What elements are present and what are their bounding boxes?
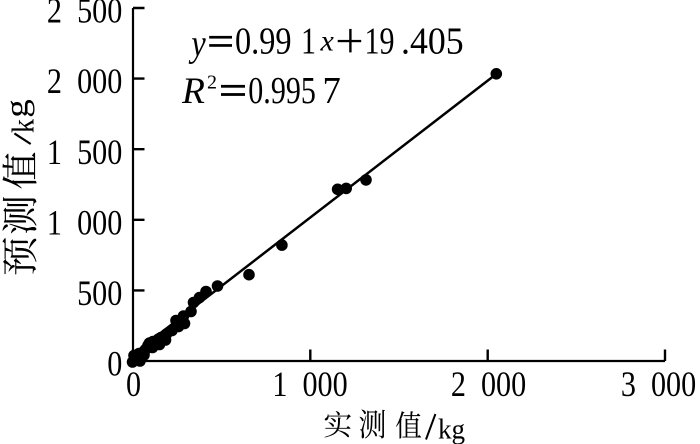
- svg-text:2 000: 2 000: [451, 366, 526, 405]
- svg-text:1 000: 1 000: [272, 366, 347, 405]
- svg-text:3 000: 3 000: [621, 366, 696, 405]
- svg-text:2 500: 2 500: [47, 0, 122, 31]
- svg-text:.405: .405: [401, 21, 464, 63]
- svg-text:0.99: 0.99: [235, 19, 292, 62]
- svg-text:0: 0: [126, 366, 141, 405]
- svg-text:0.995: 0.995: [248, 70, 316, 112]
- svg-text:7: 7: [323, 70, 341, 112]
- svg-text:kg: kg: [438, 414, 465, 444]
- svg-text:19: 19: [365, 20, 395, 62]
- svg-text:x: x: [320, 25, 335, 58]
- svg-text:y: y: [189, 23, 206, 65]
- svg-text:R: R: [181, 71, 205, 112]
- svg-text:500: 500: [77, 275, 122, 314]
- svg-text:0: 0: [107, 345, 122, 384]
- svg-text:1 000: 1 000: [47, 204, 122, 243]
- svg-text:2: 2: [207, 72, 217, 94]
- svg-text:1: 1: [301, 20, 316, 62]
- svg-text:2 000: 2 000: [47, 63, 122, 102]
- svg-text:1 500: 1 500: [47, 134, 122, 173]
